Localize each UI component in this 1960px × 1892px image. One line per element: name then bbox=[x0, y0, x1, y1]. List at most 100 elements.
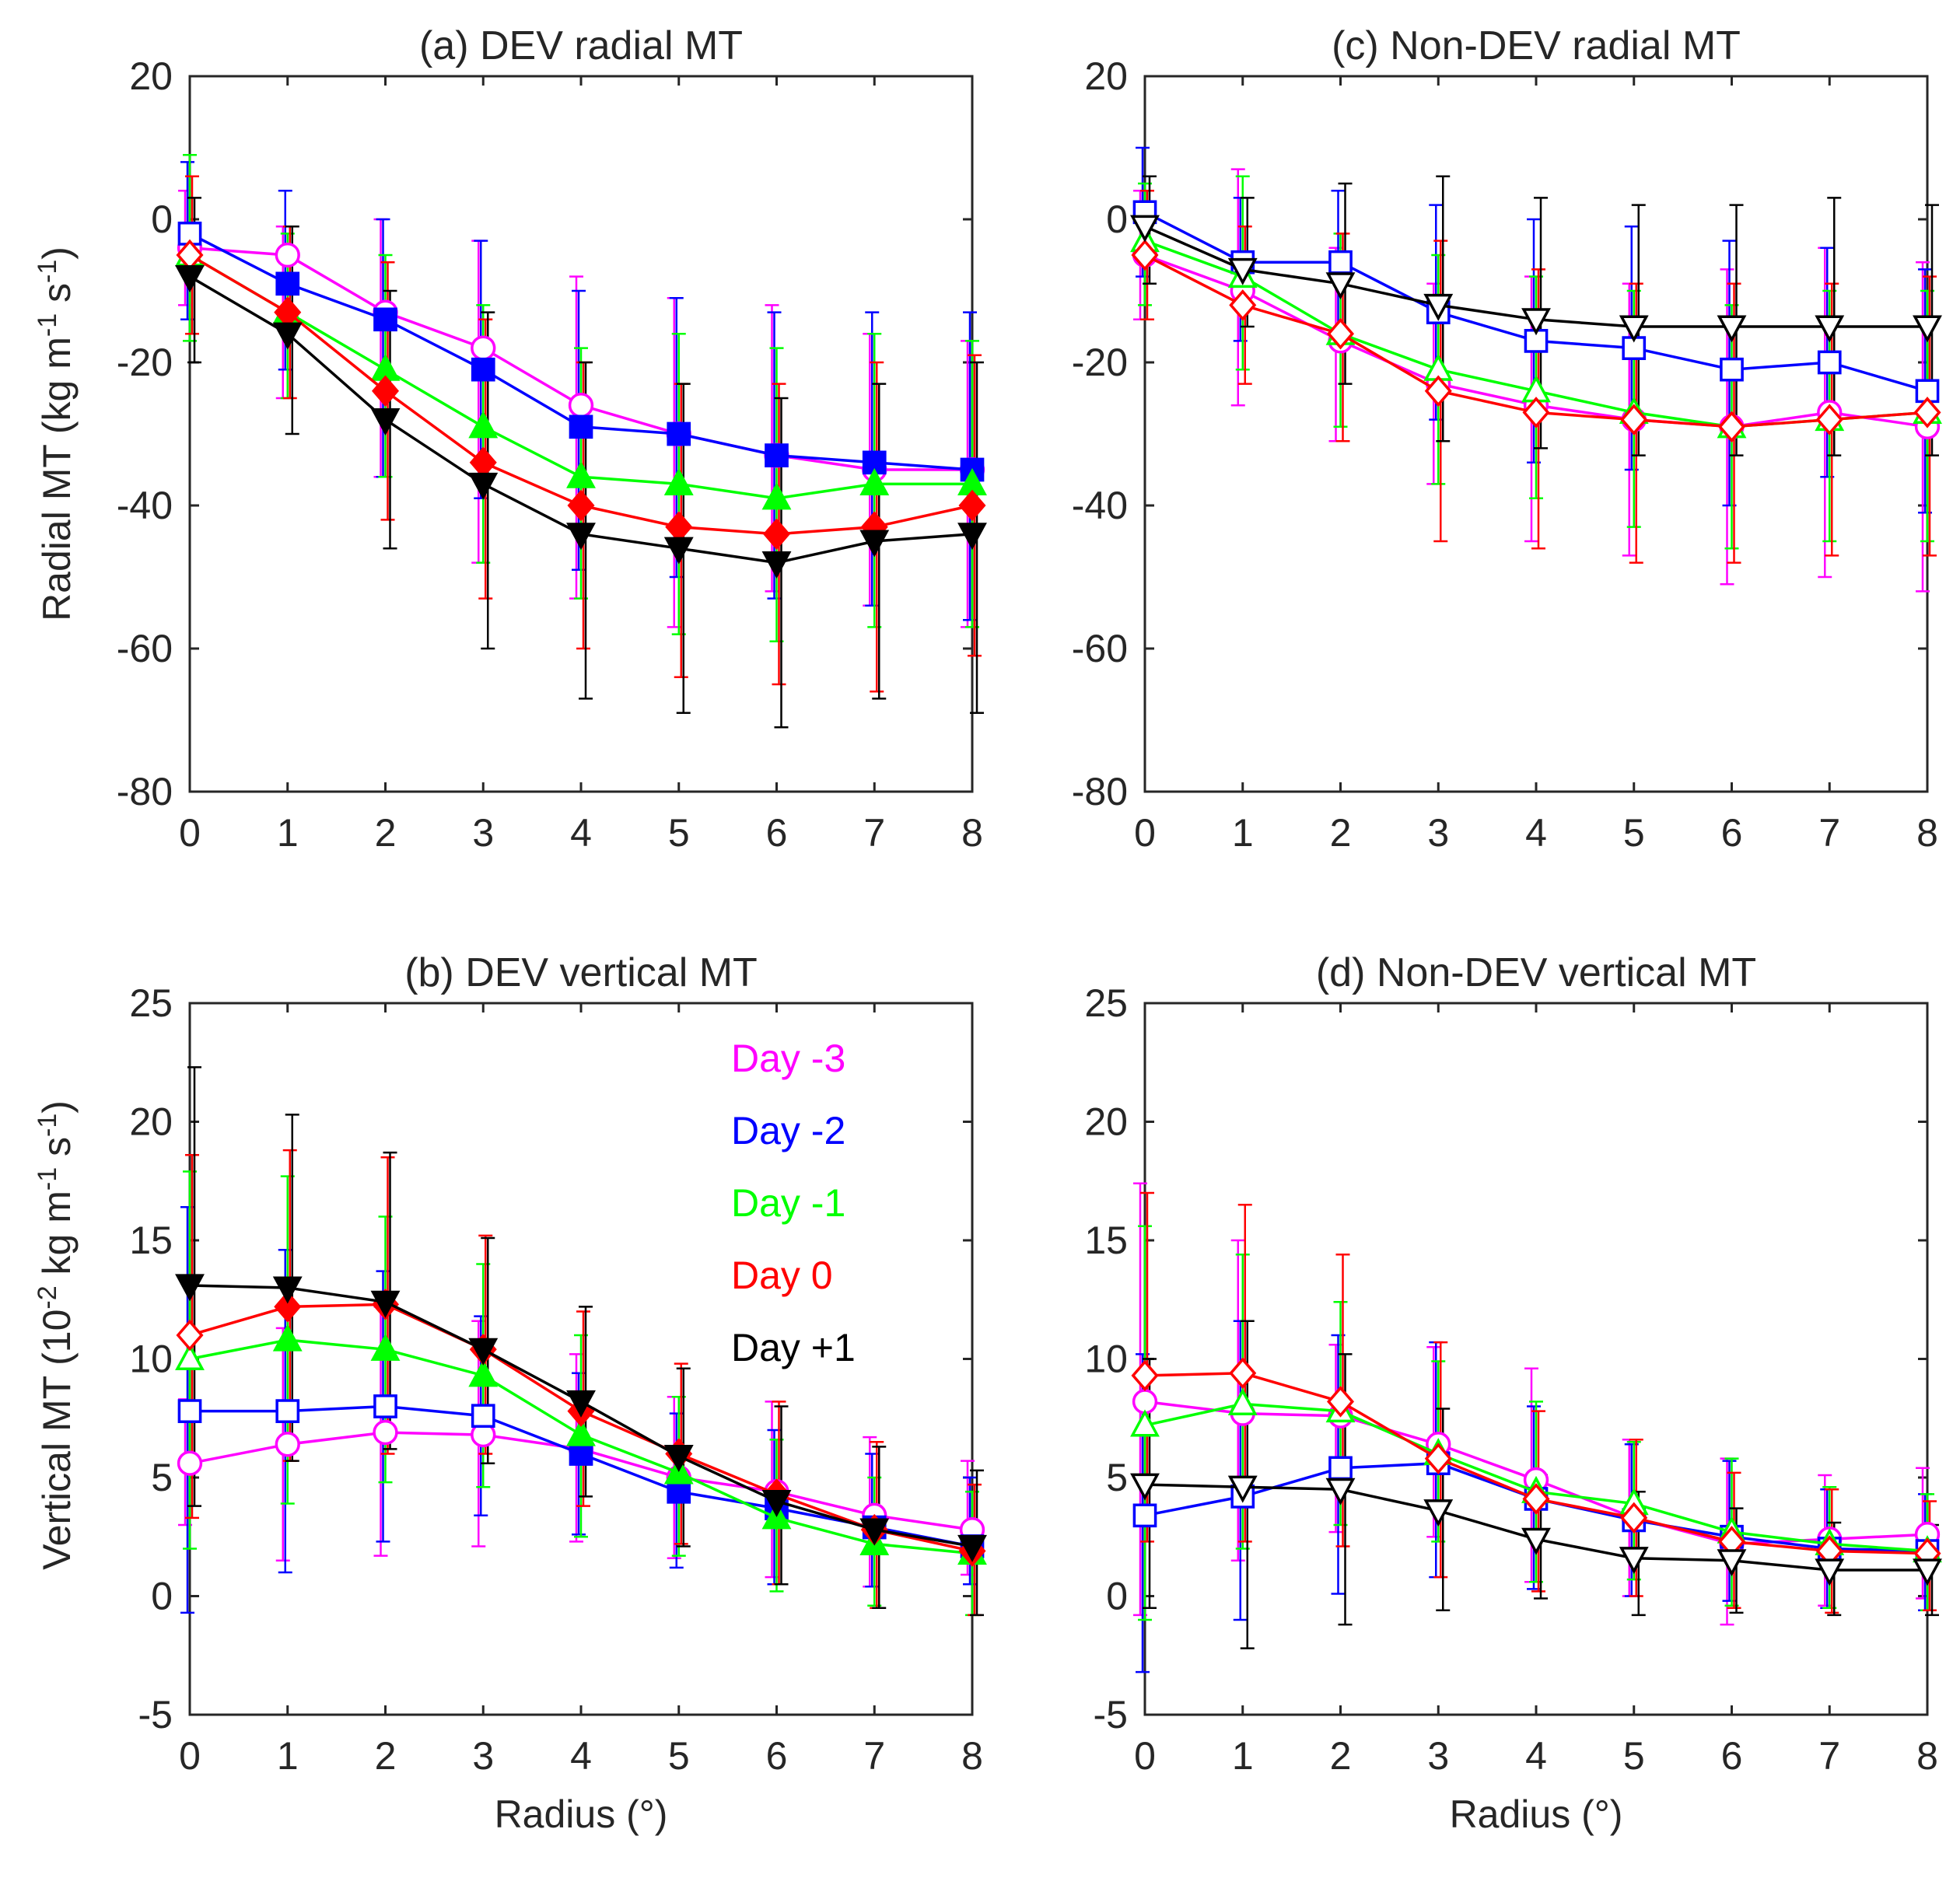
data-point-marker bbox=[1913, 1558, 1942, 1586]
data-point-marker bbox=[1423, 293, 1454, 321]
y-tick-label: 0 bbox=[1106, 198, 1128, 241]
data-point-marker bbox=[1229, 289, 1257, 321]
data-point-marker bbox=[272, 322, 303, 350]
data-point-marker bbox=[1913, 397, 1941, 428]
x-tick-label: 7 bbox=[863, 811, 885, 855]
data-point-marker bbox=[1521, 308, 1551, 336]
legend-entry: Day -2 bbox=[731, 1109, 845, 1152]
data-point-marker bbox=[667, 421, 691, 446]
data-point-marker bbox=[566, 1418, 596, 1446]
x-tick-label: 0 bbox=[179, 1734, 201, 1778]
x-tick-label: 8 bbox=[961, 1734, 983, 1778]
y-tick-label: -5 bbox=[1094, 1693, 1128, 1736]
y-tick-label: 15 bbox=[129, 1219, 173, 1262]
data-point-marker bbox=[567, 489, 595, 522]
data-point-marker bbox=[274, 1291, 302, 1323]
panel-b-dev-vertical: (b) DEV vertical MT0 1 2 3 4 5 6 7 8-50510152025… bbox=[129, 950, 987, 1836]
x-tick-label: 0 bbox=[1134, 811, 1156, 855]
data-point-marker bbox=[1132, 1503, 1157, 1528]
y-tick-label: 20 bbox=[129, 1100, 173, 1144]
data-point-marker bbox=[859, 530, 890, 558]
y-tick-label: 5 bbox=[151, 1456, 173, 1499]
data-point-marker bbox=[370, 1290, 401, 1318]
x-tick-label: 6 bbox=[1721, 1734, 1743, 1778]
legend-entry: Day -3 bbox=[731, 1037, 845, 1080]
data-point-marker bbox=[1325, 1478, 1356, 1506]
data-point-marker bbox=[471, 335, 496, 361]
data-point-marker bbox=[1619, 315, 1649, 343]
y-tick-label: -80 bbox=[1072, 770, 1128, 813]
data-point-marker bbox=[1328, 250, 1353, 275]
data-point-marker bbox=[1620, 404, 1648, 435]
data-point-marker bbox=[862, 450, 887, 475]
x-tick-label: 3 bbox=[1427, 1734, 1449, 1778]
data-point-marker bbox=[1717, 315, 1747, 343]
data-point-marker bbox=[177, 222, 202, 246]
data-point-marker bbox=[1326, 317, 1355, 350]
data-point-marker bbox=[761, 1489, 792, 1517]
x-tick-label: 1 bbox=[1232, 1734, 1254, 1778]
data-point-marker bbox=[373, 307, 397, 332]
legend: Day -3 Day -2 Day -1 Day 0 Day +1 bbox=[731, 1037, 856, 1369]
data-point-marker bbox=[468, 411, 499, 439]
data-point-marker bbox=[1622, 336, 1647, 360]
y-tick-label: -80 bbox=[117, 770, 173, 813]
series-day-1 bbox=[1130, 215, 1942, 343]
y-tick-label: -20 bbox=[117, 341, 173, 384]
data-point-marker bbox=[566, 1390, 596, 1418]
data-point-marker bbox=[373, 1394, 397, 1418]
legend-entry: Day -1 bbox=[731, 1181, 845, 1225]
data-point-marker bbox=[957, 523, 987, 551]
data-point-marker bbox=[1817, 350, 1842, 375]
data-point-marker bbox=[1130, 215, 1160, 243]
data-point-marker bbox=[177, 1399, 202, 1423]
data-point-marker bbox=[566, 460, 596, 488]
data-point-marker bbox=[275, 1399, 300, 1423]
data-point-marker bbox=[1619, 1547, 1649, 1575]
data-point-marker bbox=[176, 1319, 204, 1352]
data-point-marker bbox=[175, 265, 205, 293]
data-point-marker bbox=[1227, 1387, 1258, 1415]
y-tick-label: 20 bbox=[129, 54, 173, 98]
data-point-marker bbox=[761, 482, 792, 510]
data-point-marker bbox=[1227, 1475, 1258, 1503]
data-point-marker bbox=[1131, 1359, 1159, 1392]
x-tick-label: 5 bbox=[1623, 1734, 1645, 1778]
x-tick-label: 5 bbox=[668, 811, 690, 855]
data-point-marker bbox=[373, 1419, 398, 1446]
data-point-marker bbox=[1815, 1558, 1845, 1586]
y-tick-label: 0 bbox=[1106, 1575, 1128, 1618]
series-day-0 bbox=[176, 239, 986, 551]
x-tick-label: 2 bbox=[375, 1734, 397, 1778]
y-tick-label: 10 bbox=[1084, 1338, 1128, 1381]
data-point-marker bbox=[1521, 1527, 1551, 1555]
data-point-marker bbox=[1720, 357, 1744, 382]
data-point-marker bbox=[1815, 404, 1843, 435]
y-tick-label: 25 bbox=[129, 981, 173, 1025]
x-tick-label: 8 bbox=[1916, 811, 1938, 855]
data-point-marker bbox=[1130, 1409, 1160, 1437]
data-point-marker bbox=[175, 1343, 205, 1371]
data-point-marker bbox=[663, 537, 694, 565]
y-tick-label: 20 bbox=[1084, 54, 1128, 98]
x-tick-label: 2 bbox=[1330, 1734, 1352, 1778]
data-point-marker bbox=[765, 443, 789, 467]
data-point-marker bbox=[667, 1479, 691, 1504]
y-tick-label: -20 bbox=[1072, 341, 1128, 384]
x-tick-label: 5 bbox=[1623, 811, 1645, 855]
data-point-marker bbox=[468, 472, 499, 500]
data-point-marker bbox=[1717, 411, 1746, 443]
x-tick-label: 4 bbox=[570, 1734, 592, 1778]
data-point-marker bbox=[1522, 1483, 1550, 1515]
data-point-marker bbox=[471, 357, 495, 382]
x-tick-label: 0 bbox=[179, 811, 201, 855]
x-tick-label: 6 bbox=[766, 811, 788, 855]
x-tick-label: 4 bbox=[570, 811, 592, 855]
x-axis-label: Radius (°) bbox=[495, 1792, 668, 1836]
x-tick-label: 3 bbox=[1427, 811, 1449, 855]
legend-entry: Day +1 bbox=[731, 1326, 856, 1369]
data-point-marker bbox=[1522, 397, 1550, 428]
ylabel-radial: Radial MT (kg m-1 s-1) bbox=[33, 247, 79, 621]
data-point-marker bbox=[1130, 1473, 1160, 1501]
data-point-marker bbox=[1717, 1549, 1747, 1577]
